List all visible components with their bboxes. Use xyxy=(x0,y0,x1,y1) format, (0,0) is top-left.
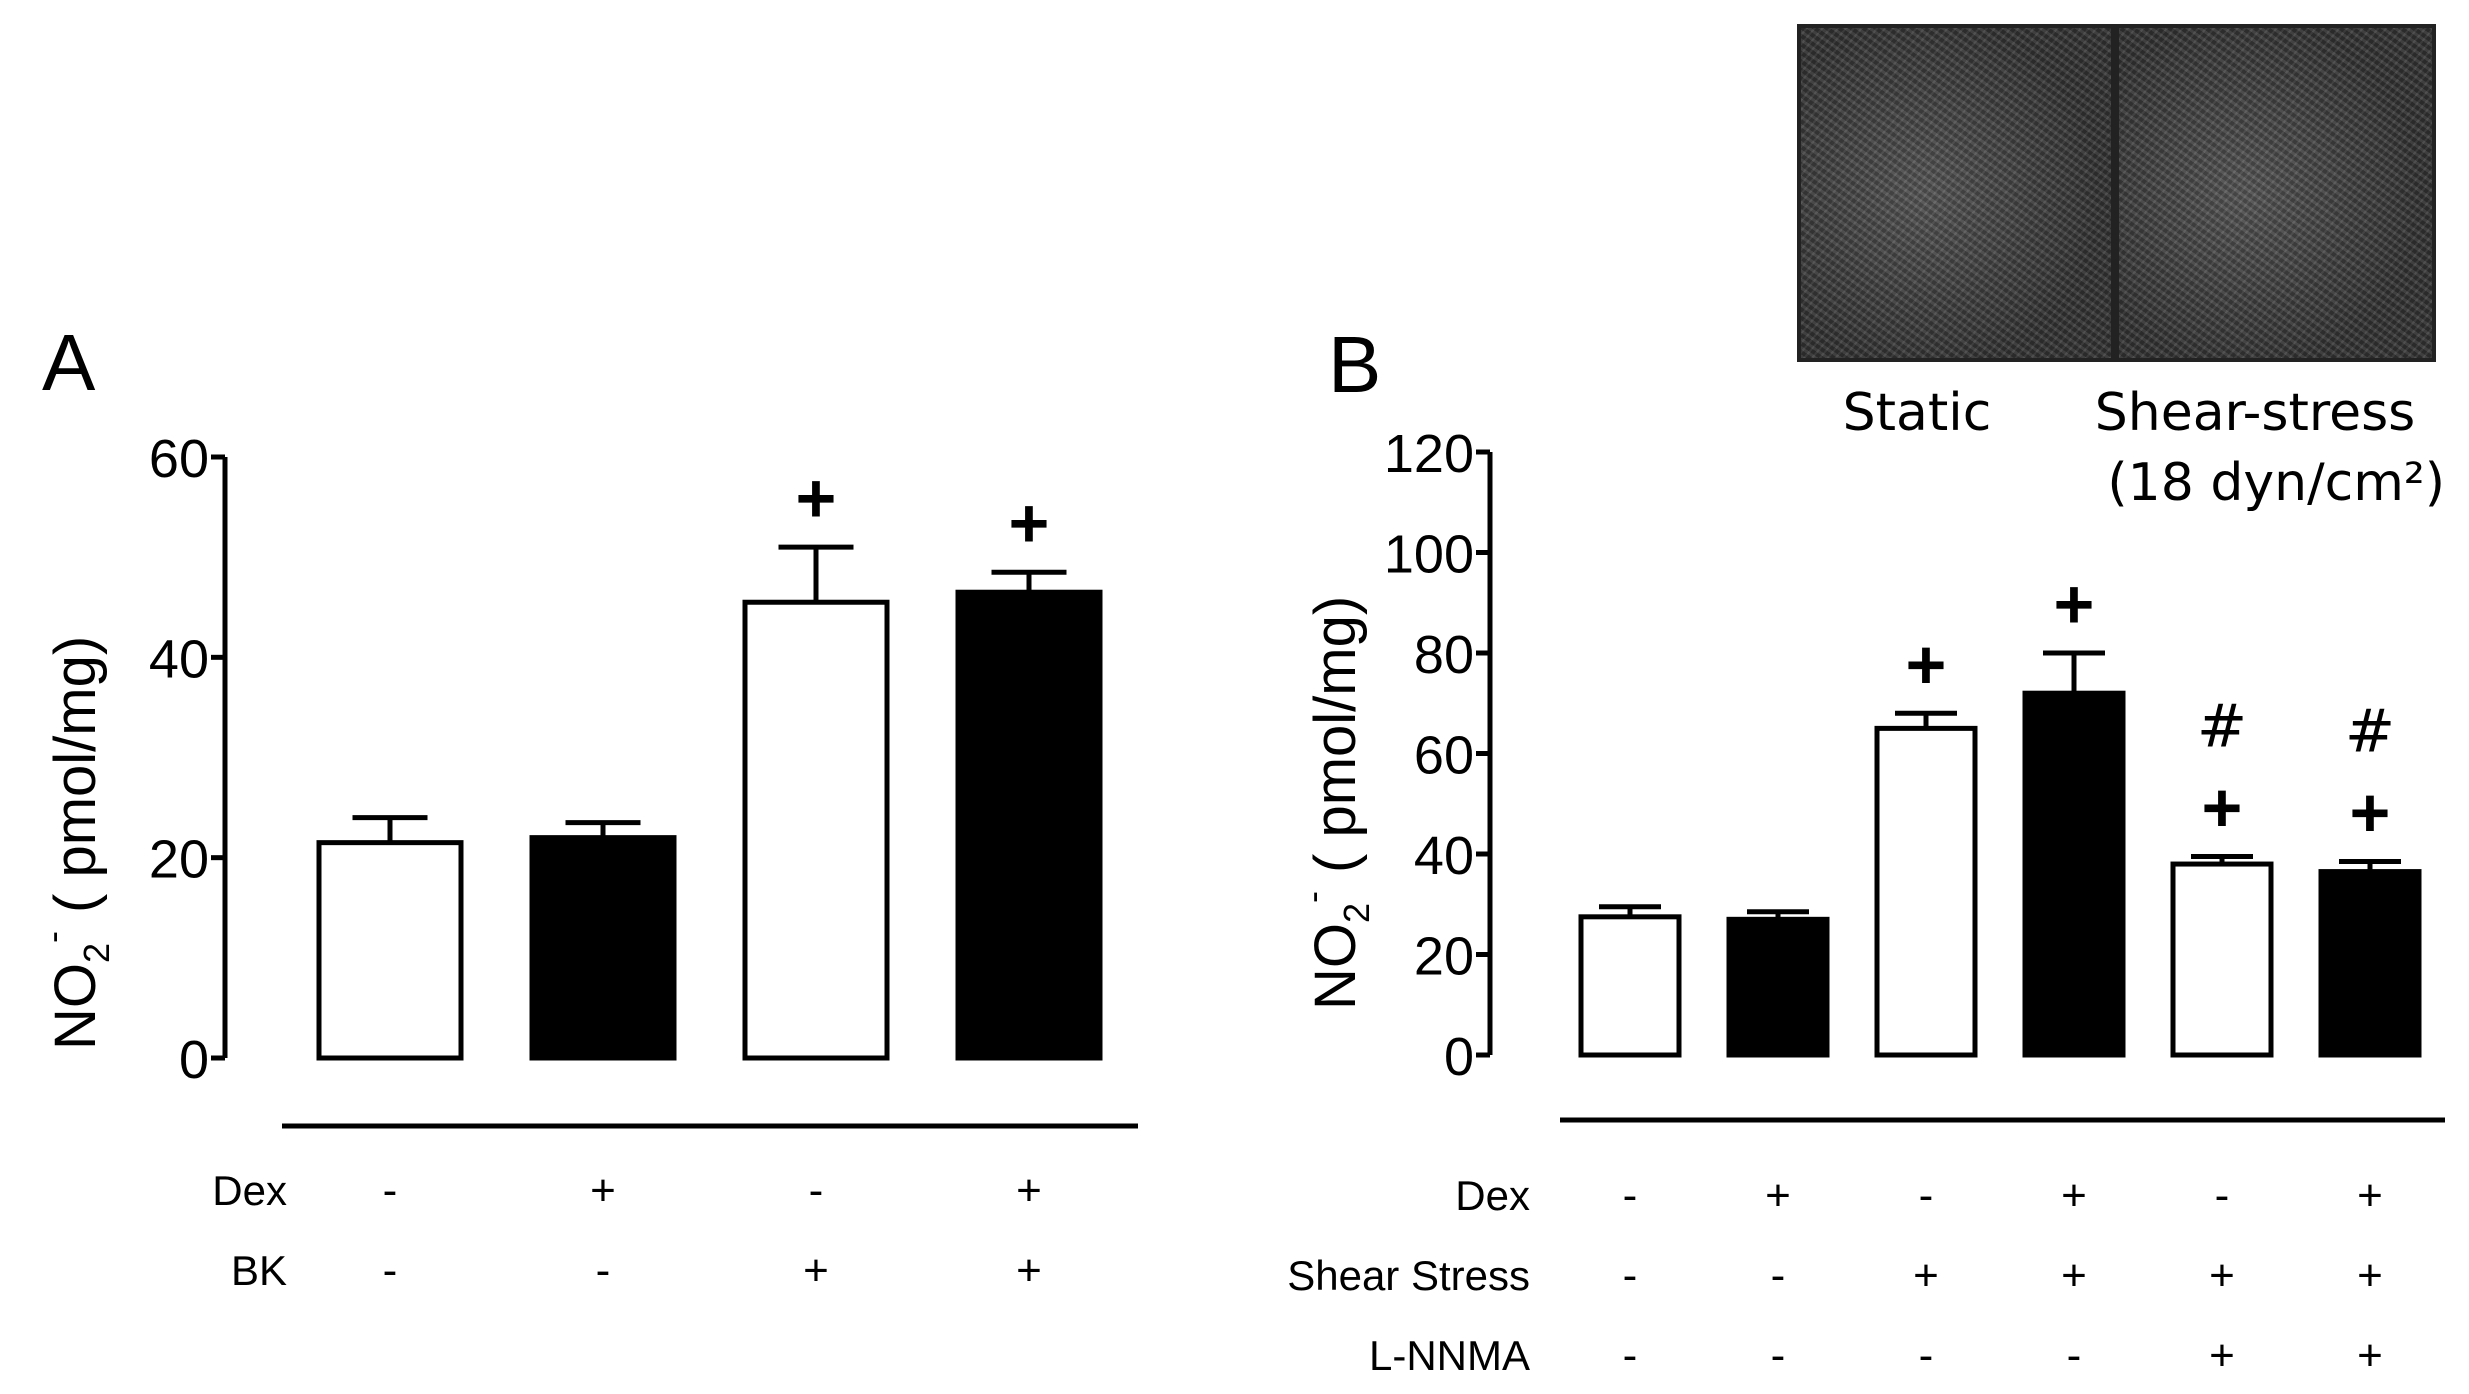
condition-mark: - xyxy=(1919,1171,1934,1220)
panel-label-b: B xyxy=(1328,320,1381,409)
y-axis-label-a: NO2- ( pmol/mg) xyxy=(32,636,117,1050)
condition-mark: + xyxy=(1016,1166,1042,1215)
ylabel-b-sup: - xyxy=(1292,891,1333,903)
inset-shear-units: (18 dyn/cm²) xyxy=(2107,453,2445,513)
bar xyxy=(1874,725,1978,1058)
y-tick-label: 100 xyxy=(1384,525,1474,585)
ylabel-a-main: NO xyxy=(43,963,108,1050)
bar xyxy=(529,835,677,1061)
condition-mark: + xyxy=(2357,1331,2383,1380)
condition-mark: + xyxy=(1765,1171,1791,1220)
condition-mark: + xyxy=(803,1246,829,1295)
y-tick-label: 60 xyxy=(149,429,209,489)
y-tick-label: 120 xyxy=(1384,424,1474,484)
ylabel-b-main: NO xyxy=(1303,923,1368,1010)
y-tick-label: 60 xyxy=(1414,726,1474,786)
significance-plus: + xyxy=(1009,484,1050,562)
ylabel-a-sub: 2 xyxy=(76,943,117,963)
condition-mark: - xyxy=(1919,1331,1934,1380)
y-tick-label: 20 xyxy=(1414,927,1474,987)
inset-shear-label: Shear-stress xyxy=(2095,383,2416,443)
y-tick-label: 40 xyxy=(1414,826,1474,886)
condition-mark: + xyxy=(2061,1171,2087,1220)
y-tick-label: 80 xyxy=(1414,625,1474,685)
condition-label: Dex xyxy=(212,1167,287,1214)
bar xyxy=(1578,914,1682,1058)
condition-mark: + xyxy=(1016,1246,1042,1295)
bar xyxy=(955,589,1103,1061)
condition-mark: + xyxy=(2209,1251,2235,1300)
condition-mark: - xyxy=(2215,1171,2230,1220)
condition-mark: - xyxy=(1771,1331,1786,1380)
svg-text:NO2-( pmol/mg): NO2- ( pmol/mg) xyxy=(32,636,117,1050)
significance-hash: # xyxy=(2197,692,2247,762)
condition-mark: + xyxy=(2357,1171,2383,1220)
condition-mark: - xyxy=(596,1246,611,1295)
condition-mark: - xyxy=(2067,1331,2082,1380)
bar xyxy=(2318,869,2422,1058)
micrograph-static xyxy=(1797,24,2115,362)
condition-mark: + xyxy=(2357,1251,2383,1300)
y-tick-label: 40 xyxy=(149,629,209,689)
inset-static-label: Static xyxy=(1843,383,1992,443)
y-tick-label: 0 xyxy=(1444,1027,1474,1087)
condition-mark: - xyxy=(1623,1171,1638,1220)
condition-mark: - xyxy=(1771,1251,1786,1300)
condition-mark: - xyxy=(1623,1251,1638,1300)
y-tick-label: 20 xyxy=(149,830,209,890)
condition-mark: - xyxy=(383,1246,398,1295)
bar xyxy=(2022,690,2126,1058)
condition-mark: + xyxy=(590,1166,616,1215)
ylabel-b-units: ( pmol/mg) xyxy=(1303,596,1368,873)
bar xyxy=(2170,861,2274,1058)
y-tick-label: 0 xyxy=(179,1030,209,1090)
condition-mark: - xyxy=(383,1166,398,1215)
condition-mark: + xyxy=(1913,1251,1939,1300)
ylabel-b-sub: 2 xyxy=(1336,903,1377,923)
condition-label: BK xyxy=(231,1247,287,1294)
significance-plus: + xyxy=(796,459,837,537)
ylabel-a-sup: - xyxy=(32,931,73,943)
condition-mark: - xyxy=(1623,1331,1638,1380)
ylabel-a-units: ( pmol/mg) xyxy=(43,636,108,913)
significance-plus: + xyxy=(2202,769,2243,847)
micrograph-shear-stress xyxy=(2115,24,2436,362)
condition-label: L-NNMA xyxy=(1369,1332,1530,1379)
bar xyxy=(316,840,464,1061)
svg-text:NO2-( pmol/mg): NO2- ( pmol/mg) xyxy=(1292,596,1377,1010)
condition-label: Dex xyxy=(1455,1172,1530,1219)
bar xyxy=(1726,916,1830,1058)
condition-label: Shear Stress xyxy=(1287,1252,1530,1299)
significance-plus: + xyxy=(2350,774,2391,852)
condition-mark: - xyxy=(809,1166,824,1215)
condition-mark: + xyxy=(2061,1251,2087,1300)
panel-label-a: A xyxy=(42,318,96,407)
bar xyxy=(742,599,890,1061)
significance-plus: + xyxy=(1906,625,1947,703)
condition-mark: + xyxy=(2209,1331,2235,1380)
significance-hash: # xyxy=(2345,697,2395,767)
y-axis-label-b: NO2- ( pmol/mg) xyxy=(1292,596,1377,1010)
significance-plus: + xyxy=(2054,565,2095,643)
